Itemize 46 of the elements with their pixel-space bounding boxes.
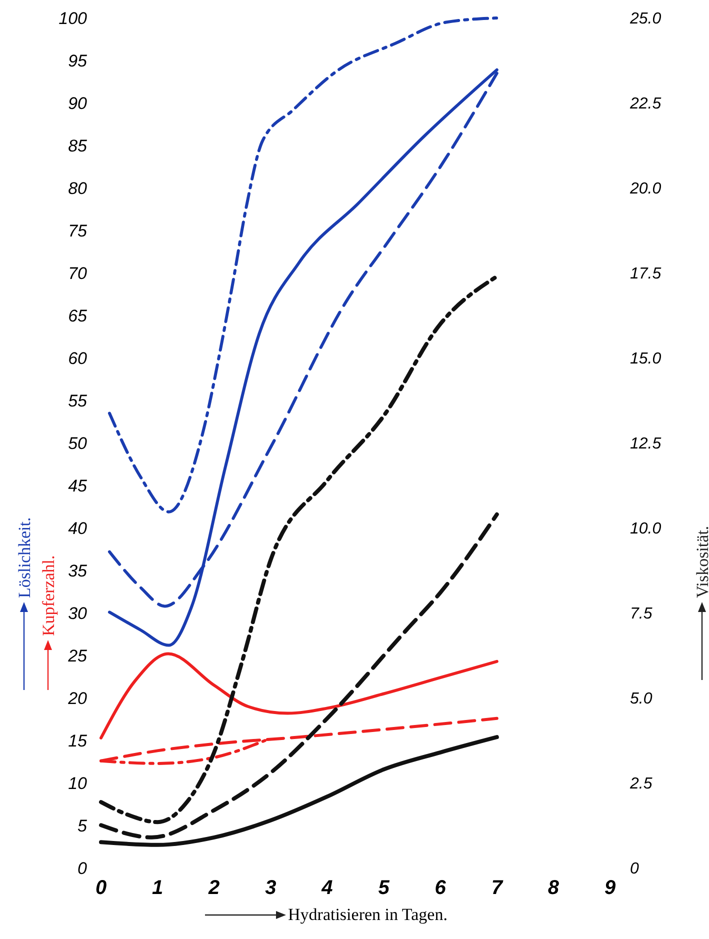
x-tick-label: 5 bbox=[378, 877, 390, 899]
y-tick-label: 20 bbox=[67, 688, 88, 708]
y-tick-label: 100 bbox=[58, 8, 88, 28]
y-tick-label: 95 bbox=[68, 51, 88, 70]
y2-tick-label: 12.5 bbox=[630, 436, 662, 453]
y-tick-label: 85 bbox=[68, 136, 88, 156]
y-axis-title: Löslichkeit. bbox=[15, 517, 34, 598]
x-tick-label: 3 bbox=[265, 877, 276, 899]
y-tick-label: 60 bbox=[68, 348, 88, 368]
y2-tick-label: 15.0 bbox=[630, 350, 662, 368]
x-tick-label: 0 bbox=[95, 877, 107, 899]
x-axis-title: Hydratisieren in Tagen. bbox=[288, 905, 448, 924]
y-tick-label: 75 bbox=[68, 221, 88, 240]
y-tick-label: 80 bbox=[68, 178, 88, 198]
y2-tick-label: 20.0 bbox=[629, 180, 662, 198]
x-tick-label: 4 bbox=[320, 877, 333, 899]
y-tick-label: 0 bbox=[78, 858, 88, 878]
y2-tick-label: 22.5 bbox=[629, 96, 662, 113]
x-tick-label: 9 bbox=[604, 877, 616, 899]
y-tick-label: 40 bbox=[68, 518, 88, 538]
y-tick-label: 70 bbox=[68, 264, 88, 283]
x-tick-label: 2 bbox=[208, 877, 220, 899]
x-tick-label: 6 bbox=[434, 877, 447, 899]
y-tick-label: 35 bbox=[68, 561, 88, 580]
y-tick-label: 90 bbox=[68, 94, 88, 113]
y-tick-label: 10 bbox=[68, 774, 88, 793]
y-tick-label: 5 bbox=[78, 816, 88, 836]
y2-tick-label: 0 bbox=[630, 860, 639, 878]
y2-tick-label: 7.5 bbox=[630, 606, 652, 623]
x-tick-label: 8 bbox=[548, 877, 560, 899]
y-tick-label: 45 bbox=[68, 476, 88, 496]
y2-tick-label: 17.5 bbox=[630, 266, 662, 283]
y-tick-label: 25 bbox=[67, 646, 88, 666]
y-tick-label: 15 bbox=[68, 731, 88, 750]
y-tick-label: 50 bbox=[68, 434, 88, 453]
y2-tick-label: 25.0 bbox=[629, 10, 662, 28]
y-tick-label: 30 bbox=[68, 604, 88, 623]
y-tick-label: 65 bbox=[68, 306, 88, 326]
y-tick-label: 55 bbox=[68, 391, 88, 410]
y2-axis-title: Viskosität. bbox=[693, 526, 709, 598]
y2-tick-label: 5.0 bbox=[630, 690, 652, 708]
y2-tick-label: 2.5 bbox=[629, 776, 652, 793]
x-tick-label: 7 bbox=[491, 877, 504, 899]
x-tick-label: 1 bbox=[152, 877, 164, 899]
y2-tick-label: 10.0 bbox=[630, 520, 662, 538]
text: Kupferzahl. bbox=[39, 555, 58, 636]
